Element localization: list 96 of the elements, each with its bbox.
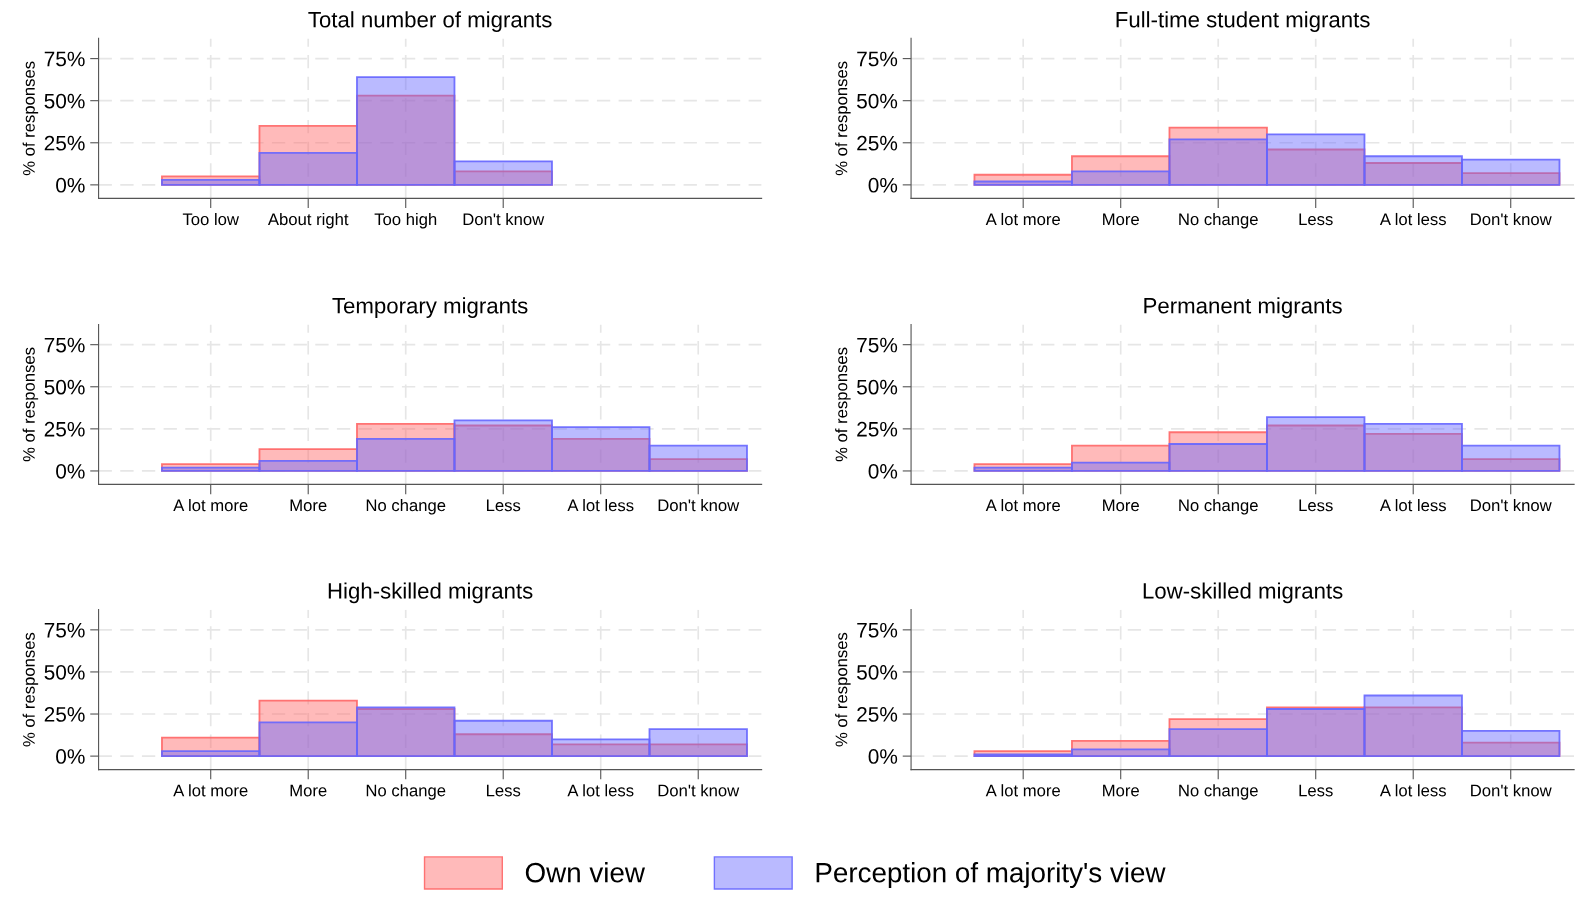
bar <box>1071 461 1171 472</box>
x-tick-label: No change <box>366 784 446 800</box>
y-tick-label: 50% <box>857 93 898 109</box>
bar <box>356 438 456 472</box>
x-tick-label: A lot less <box>1379 784 1446 797</box>
bar <box>258 459 358 472</box>
x-tick-label: No change <box>1179 212 1258 229</box>
x-tick-label: Less <box>486 784 521 797</box>
bar <box>1266 133 1366 186</box>
y-tick-label: 50% <box>44 379 85 395</box>
x-tick-label: Less <box>486 499 521 512</box>
x-tick-label: More <box>1103 213 1139 226</box>
x-tick-label: A lot more <box>985 499 1060 512</box>
y-axis-title: % of responses <box>835 347 851 462</box>
bar <box>648 728 748 758</box>
y-tick-label: 25% <box>44 421 85 437</box>
y-tick-label: 25% <box>44 135 85 151</box>
x-tick-label: Don't know <box>658 784 740 797</box>
y-tick-label: 75% <box>857 337 898 353</box>
x-tick-label: No change <box>366 499 446 515</box>
bar <box>1071 170 1171 186</box>
x-tick-label: Too low <box>182 212 240 226</box>
y-tick-label: 75% <box>857 622 898 638</box>
y-axis-title: % of responses <box>835 61 851 176</box>
y-tick-label: 0% <box>868 749 898 764</box>
bar <box>1363 694 1463 758</box>
y-tick-label: 50% <box>857 379 898 395</box>
x-tick-label: Less <box>1299 784 1333 797</box>
bar <box>1168 443 1268 472</box>
bar <box>551 426 651 472</box>
x-tick-label: A lot more <box>985 212 1060 226</box>
y-tick-label: 0% <box>56 463 85 479</box>
chart-title: Permanent migrants <box>1144 297 1342 318</box>
x-tick-label: Don't know <box>1471 784 1552 797</box>
x-tick-label: A lot more <box>173 499 248 512</box>
bar <box>161 750 261 758</box>
bar <box>258 721 358 758</box>
bar <box>1363 422 1463 472</box>
bar <box>1461 444 1561 472</box>
x-tick-label: No change <box>1179 499 1258 515</box>
chart-title: Temporary migrants <box>332 297 528 318</box>
y-axis-title: % of responses <box>835 632 851 747</box>
x-tick-label: Don't know <box>463 212 545 226</box>
y-tick-label: 75% <box>44 622 85 638</box>
x-tick-label: More <box>290 499 327 512</box>
x-tick-label: No change <box>1179 784 1258 800</box>
chart-title: Total number of migrants <box>308 11 552 32</box>
x-tick-label: A lot less <box>1379 212 1446 226</box>
y-tick-label: 50% <box>44 664 85 680</box>
bar <box>1168 138 1268 186</box>
y-tick-label: 25% <box>857 707 898 722</box>
x-tick-label: Less <box>1299 499 1333 512</box>
y-tick-label: 25% <box>857 421 898 437</box>
x-tick-label: A lot less <box>1379 499 1446 512</box>
x-tick-label: About right <box>267 212 349 229</box>
bar <box>1461 158 1561 186</box>
x-tick-label: A lot more <box>985 784 1060 797</box>
y-axis-title: % of responses <box>22 61 39 176</box>
x-tick-label: Don't know <box>1471 212 1552 226</box>
x-tick-label: A lot less <box>567 499 634 512</box>
x-tick-label: Don't know <box>1471 499 1552 512</box>
y-tick-label: 75% <box>857 51 898 67</box>
x-tick-label: More <box>290 784 327 797</box>
chart-title: Low-skilled migrants <box>1143 582 1343 604</box>
y-tick-label: 50% <box>857 664 898 680</box>
bar <box>551 738 651 758</box>
y-tick-label: 0% <box>868 177 898 193</box>
y-tick-label: 75% <box>44 337 85 353</box>
y-tick-label: 0% <box>56 749 85 764</box>
x-tick-label: Too high <box>374 212 437 229</box>
chart-title: Full-time student migrants <box>1116 11 1370 32</box>
bar <box>1168 728 1268 758</box>
bar <box>1461 729 1561 758</box>
y-tick-label: 75% <box>44 51 85 67</box>
y-tick-label: 50% <box>44 93 85 109</box>
y-tick-label: 25% <box>44 707 85 722</box>
chart-title: High-skilled migrants <box>328 582 533 604</box>
x-tick-label: A lot less <box>567 784 634 797</box>
bar <box>648 444 748 472</box>
legend-label: Own view <box>525 862 645 883</box>
y-axis-title: % of responses <box>22 347 39 462</box>
bar <box>453 160 553 186</box>
y-tick-label: 0% <box>868 463 898 479</box>
x-tick-label: Don't know <box>658 499 740 512</box>
bar <box>453 719 553 758</box>
y-tick-label: 0% <box>56 177 85 193</box>
bar <box>356 76 456 186</box>
x-tick-label: More <box>1103 784 1139 797</box>
x-tick-label: A lot more <box>173 784 248 797</box>
x-tick-label: Less <box>1299 213 1333 226</box>
bar <box>258 151 358 186</box>
bar <box>1363 155 1463 186</box>
x-tick-label: More <box>1103 499 1139 512</box>
legend-label: Perception of majority's view <box>816 862 1166 888</box>
y-tick-label: 25% <box>857 135 898 151</box>
y-axis-title: % of responses <box>22 632 39 747</box>
